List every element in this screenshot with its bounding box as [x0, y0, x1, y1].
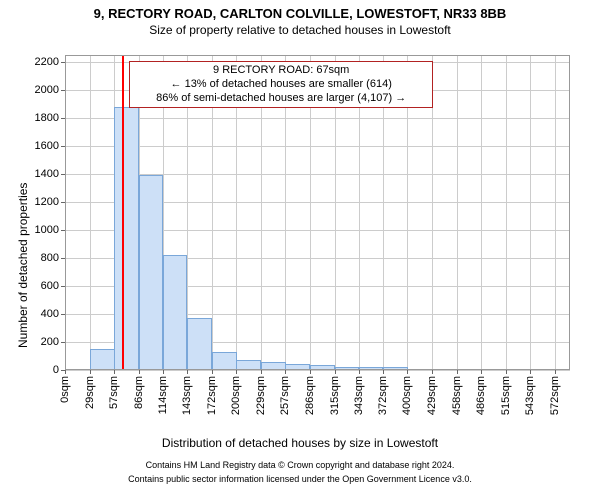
gridline-horizontal — [65, 118, 570, 119]
y-tick-label: 1200 — [35, 196, 65, 208]
annotation-line: 86% of semi-detached houses are larger (… — [136, 92, 426, 106]
x-tick-label: 343sqm — [353, 370, 365, 415]
footer1-text: Contains HM Land Registry data © Crown c… — [146, 460, 455, 470]
y-tick-label: 200 — [41, 336, 65, 348]
x-tick-label: 200sqm — [230, 370, 242, 415]
y-tick-label: 1000 — [35, 224, 65, 236]
y-tick-label: 800 — [41, 252, 65, 264]
footer-line-2: Contains public sector information licen… — [0, 474, 600, 484]
y-tick-label: 1800 — [35, 112, 65, 124]
x-tick-label: 429sqm — [426, 370, 438, 415]
x-tick-label: 486sqm — [475, 370, 487, 415]
x-tick-label: 400sqm — [401, 370, 413, 415]
gridline-vertical — [555, 55, 556, 370]
x-tick-label: 229sqm — [255, 370, 267, 415]
histogram-bar — [114, 107, 139, 370]
ylabel-text: Number of detached properties — [16, 183, 30, 348]
reference-marker-line — [122, 55, 124, 370]
gridline-horizontal — [65, 146, 570, 147]
x-tick-label: 543sqm — [524, 370, 536, 415]
gridline-vertical — [90, 55, 91, 370]
histogram-bar — [261, 362, 286, 370]
x-tick-label: 172sqm — [206, 370, 218, 415]
y-tick-label: 400 — [41, 308, 65, 320]
histogram-bar — [139, 175, 164, 370]
x-axis-label: Distribution of detached houses by size … — [0, 436, 600, 450]
y-tick-label: 1400 — [35, 168, 65, 180]
x-tick-label: 372sqm — [377, 370, 389, 415]
histogram-bar — [163, 255, 188, 370]
y-tick-label: 600 — [41, 280, 65, 292]
gridline-vertical — [481, 55, 482, 370]
histogram-bar — [359, 367, 384, 371]
gridline-vertical — [65, 55, 66, 370]
x-tick-label: 458sqm — [451, 370, 463, 415]
y-axis-label: Number of detached properties — [16, 183, 30, 348]
x-tick-label: 29sqm — [84, 370, 96, 409]
histogram-bar — [212, 352, 237, 370]
histogram-bar — [285, 364, 310, 370]
page-title: 9, RECTORY ROAD, CARLTON COLVILLE, LOWES… — [0, 6, 600, 21]
x-tick-label: 86sqm — [133, 370, 145, 409]
annotation-line: ← 13% of detached houses are smaller (61… — [136, 78, 426, 92]
histogram-bar — [236, 360, 261, 370]
histogram-bar — [383, 367, 408, 370]
histogram-bar — [187, 318, 212, 371]
x-tick-label: 143sqm — [181, 370, 193, 415]
gridline-vertical — [506, 55, 507, 370]
footer2-text: Contains public sector information licen… — [128, 474, 472, 484]
annotation-line: 9 RECTORY ROAD: 67sqm — [136, 64, 426, 78]
gridline-vertical — [457, 55, 458, 370]
x-tick-label: 114sqm — [157, 370, 169, 414]
x-tick-label: 57sqm — [108, 370, 120, 409]
y-tick-label: 2000 — [35, 84, 65, 96]
histogram-bar — [335, 367, 360, 370]
histogram-bar — [90, 349, 115, 370]
histogram-bar — [310, 365, 335, 370]
title-text: 9, RECTORY ROAD, CARLTON COLVILLE, LOWES… — [94, 6, 507, 21]
x-tick-label: 515sqm — [500, 370, 512, 415]
annotation-box: 9 RECTORY ROAD: 67sqm← 13% of detached h… — [129, 61, 433, 108]
y-tick-label: 1600 — [35, 140, 65, 152]
x-tick-label: 315sqm — [329, 370, 341, 415]
footer-line-1: Contains HM Land Registry data © Crown c… — [0, 460, 600, 470]
page-subtitle: Size of property relative to detached ho… — [0, 23, 600, 37]
gridline-vertical — [530, 55, 531, 370]
subtitle-text: Size of property relative to detached ho… — [149, 23, 451, 37]
histogram-plot: 0200400600800100012001400160018002000220… — [65, 55, 570, 370]
xlabel-text: Distribution of detached houses by size … — [162, 436, 438, 450]
x-tick-label: 572sqm — [549, 370, 561, 415]
x-tick-label: 257sqm — [279, 370, 291, 415]
y-tick-label: 2200 — [35, 56, 65, 68]
x-tick-label: 0sqm — [59, 370, 71, 403]
x-tick-label: 286sqm — [304, 370, 316, 415]
